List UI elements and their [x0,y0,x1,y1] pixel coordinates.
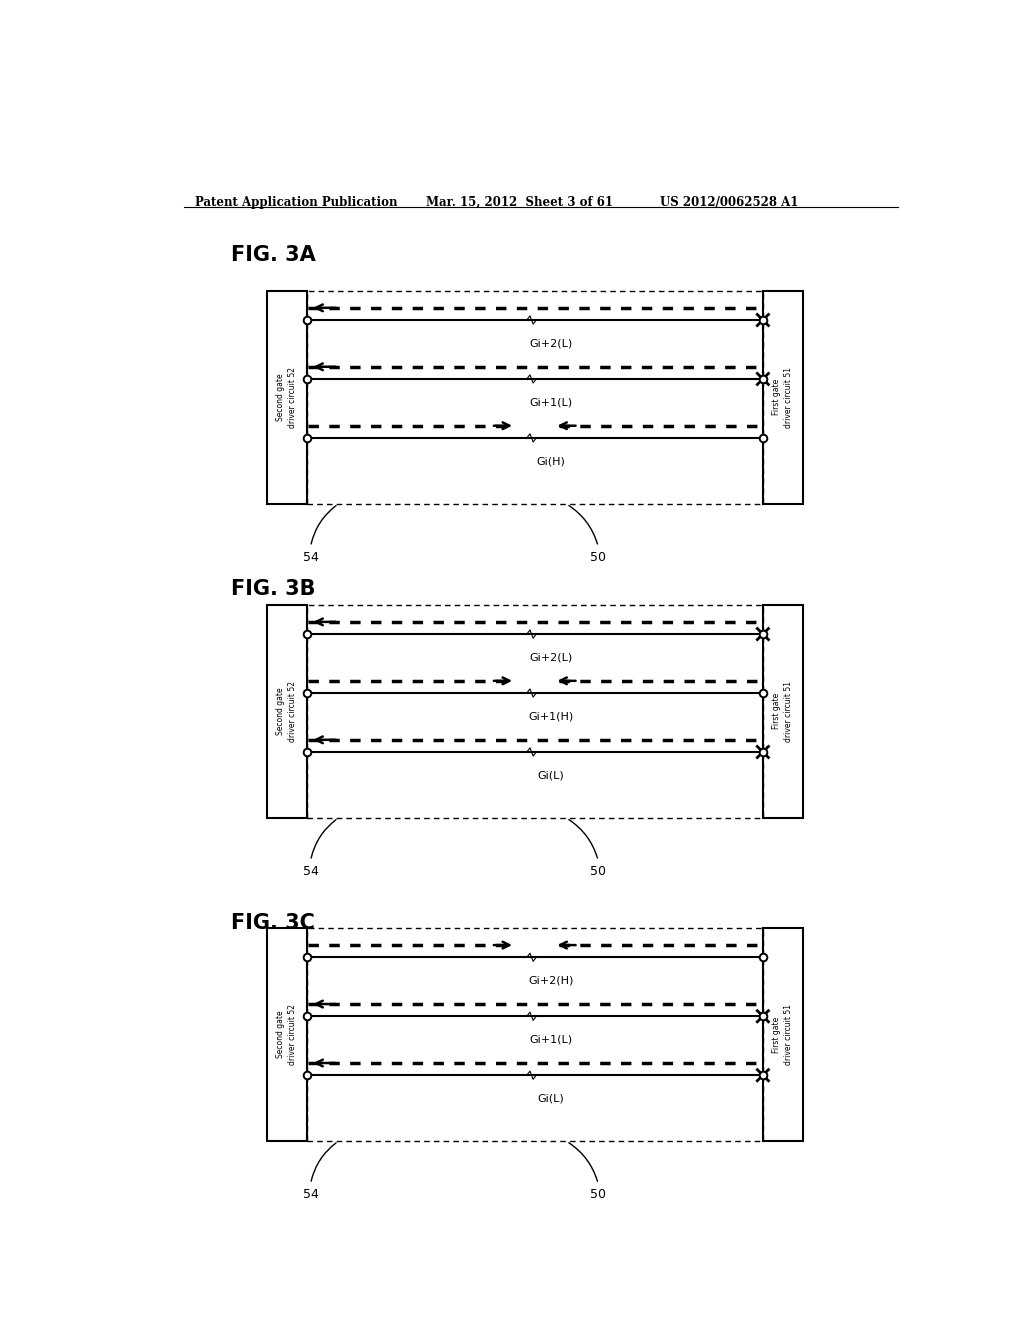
Text: Patent Application Publication: Patent Application Publication [196,195,398,209]
Bar [267,290,306,504]
Text: Gi(L): Gi(L) [538,1094,564,1104]
Bar [306,928,763,1142]
Text: Gi+1(L): Gi+1(L) [529,397,572,408]
Text: First gate
driver circuit 51: First gate driver circuit 51 [772,367,794,428]
Bar [763,290,803,504]
Text: US 2012/0062528 A1: US 2012/0062528 A1 [659,195,798,209]
Text: Mar. 15, 2012  Sheet 3 of 61: Mar. 15, 2012 Sheet 3 of 61 [426,195,612,209]
Text: 50: 50 [590,865,606,878]
Text: Gi+2(L): Gi+2(L) [529,652,572,663]
Text: Second gate
driver circuit 52: Second gate driver circuit 52 [276,367,297,428]
Bar [267,605,306,818]
Text: Gi+1(H): Gi+1(H) [528,711,573,722]
Text: FIG. 3B: FIG. 3B [231,578,315,598]
Text: FIG. 3A: FIG. 3A [231,246,316,265]
Bar [763,928,803,1142]
Text: 54: 54 [302,550,318,564]
Text: FIG. 3C: FIG. 3C [231,913,315,933]
Text: First gate
driver circuit 51: First gate driver circuit 51 [772,681,794,742]
Bar [306,605,763,818]
Bar [267,928,306,1142]
Text: 50: 50 [590,550,606,564]
Text: First gate
driver circuit 51: First gate driver circuit 51 [772,1005,794,1065]
Text: Gi(L): Gi(L) [538,771,564,780]
Bar [306,290,763,504]
Text: Gi(H): Gi(H) [537,457,565,466]
Text: Gi+1(L): Gi+1(L) [529,1035,572,1045]
Text: Second gate
driver circuit 52: Second gate driver circuit 52 [276,681,297,742]
Text: Gi+2(L): Gi+2(L) [529,339,572,348]
Text: Gi+2(H): Gi+2(H) [528,975,573,986]
Text: 50: 50 [590,1188,606,1201]
Text: 54: 54 [302,865,318,878]
Text: 54: 54 [302,1188,318,1201]
Text: Second gate
driver circuit 52: Second gate driver circuit 52 [276,1005,297,1065]
Bar [763,605,803,818]
